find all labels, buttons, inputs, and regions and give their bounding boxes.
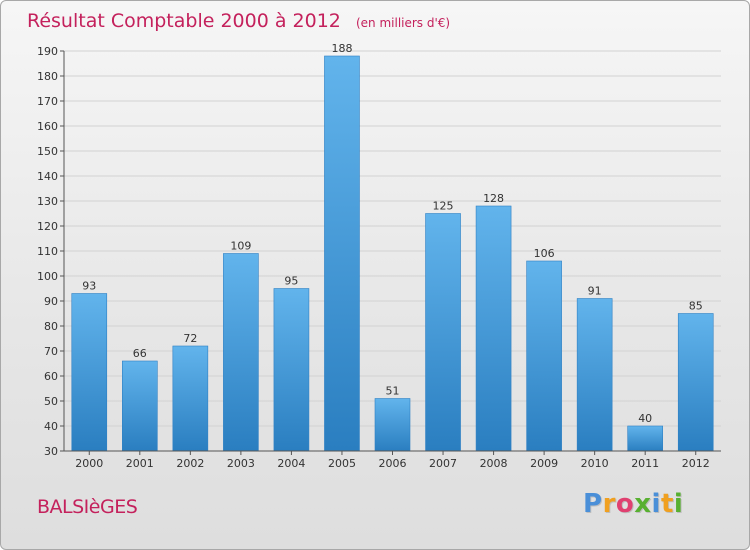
bar-2005 [324,55,360,452]
y-tick-label: 90 [44,295,58,308]
proxiti-logo: Proxiti [583,489,683,519]
bars: 93 66 72 109 95 188 51 125 128 106 91 40 85 [71,42,714,452]
data-label-2002: 72 [183,332,197,345]
logo-letter: t [660,489,674,519]
x-tick-label-2002: 2002 [176,457,204,470]
bar-2011 [627,425,663,452]
x-tick-label-2010: 2010 [581,457,609,470]
data-label-2009: 106 [534,247,555,260]
y-tick-label: 190 [37,45,58,58]
logo-letter: P [583,489,603,519]
logo-letter: i [673,489,684,519]
bar-2001 [122,360,158,452]
logo-letter: x [634,489,652,519]
x-axis: 2000 2001 2002 2003 2004 2005 2006 2007 2008 2009… [64,450,721,470]
y-tick-label: 50 [44,395,58,408]
x-tick-label-2005: 2005 [328,457,356,470]
data-label-2003: 109 [230,240,251,253]
bar-2007 [425,213,461,452]
bar-2008 [475,205,512,452]
x-tick-label-2011: 2011 [631,457,659,470]
bar-2006 [374,398,411,452]
data-label-2000: 93 [82,280,96,293]
logo-letter: r [602,489,616,519]
bar-2004 [273,288,310,452]
x-tick-label-2006: 2006 [379,457,407,470]
data-label-2011: 40 [638,412,652,425]
logo-letter: i [651,489,661,519]
bar-2002 [172,345,209,452]
bar-2010 [576,298,613,452]
x-tick-label-2008: 2008 [480,457,508,470]
data-label-2012: 85 [689,300,703,313]
bar-2012 [677,313,714,452]
grid-lines [64,50,721,452]
y-tick-label: 30 [44,445,58,458]
data-label-2006: 51 [386,385,400,398]
data-label-2008: 128 [483,192,504,205]
chart-title: Résultat Comptable 2000 à 2012 (en milli… [27,10,450,32]
y-tick-label: 110 [37,245,58,258]
y-tick-label: 180 [37,70,58,83]
y-tick-label: 40 [44,420,58,433]
logo-letter: o [615,489,635,519]
x-tick-label-2000: 2000 [75,457,103,470]
data-label-2007: 125 [433,200,454,213]
bar-2009 [526,260,562,452]
y-tick-label: 130 [37,195,58,208]
y-tick-label: 120 [37,220,58,233]
bar-2003 [223,253,259,452]
y-tick-label: 140 [37,170,58,183]
y-axis: 30 40 50 60 70 80 90 100 110 120 130 140 150 160 170 18… [37,45,65,458]
town-name: BALSIèGES [37,496,138,518]
y-tick-label: 70 [44,345,58,358]
data-label-2010: 91 [588,285,602,298]
y-tick-label: 160 [37,120,58,133]
bar-2000 [71,293,108,452]
x-tick-label-2003: 2003 [227,457,255,470]
y-tick-label: 80 [44,320,58,333]
x-tick-label-2007: 2007 [429,457,457,470]
data-label-2004: 95 [284,275,298,288]
y-tick-label: 150 [37,145,58,158]
x-tick-label-2004: 2004 [277,457,305,470]
x-tick-label-2012: 2012 [682,457,710,470]
data-label-2001: 66 [133,347,147,360]
data-label-2005: 188 [331,42,352,55]
y-tick-label: 60 [44,370,58,383]
y-tick-label: 100 [37,270,58,283]
y-tick-label: 170 [37,95,58,108]
x-tick-label-2001: 2001 [126,457,154,470]
x-tick-label-2009: 2009 [530,457,558,470]
